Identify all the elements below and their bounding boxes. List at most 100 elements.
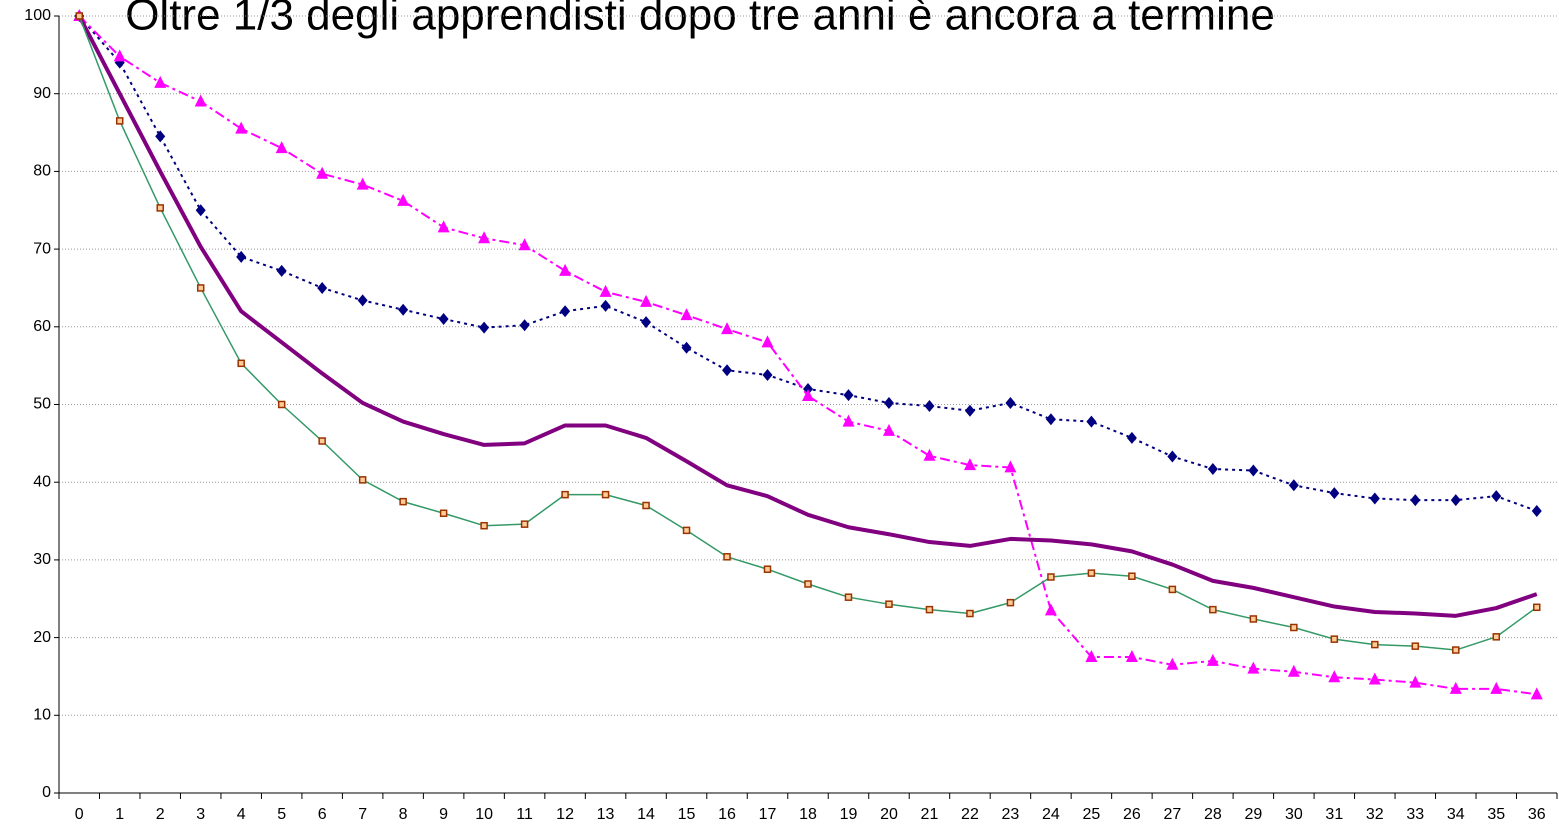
y-tick-label: 100 xyxy=(24,7,51,24)
marker xyxy=(113,49,126,62)
x-tick-label: 36 xyxy=(1528,806,1546,823)
marker xyxy=(235,121,248,134)
x-tick-label: 32 xyxy=(1366,806,1384,823)
marker xyxy=(356,177,369,190)
marker xyxy=(1290,623,1298,632)
marker xyxy=(923,448,936,461)
marker xyxy=(1491,490,1502,503)
x-tick-label: 16 xyxy=(718,806,736,823)
x-tick-label: 6 xyxy=(318,806,327,823)
y-tick-label: 60 xyxy=(33,318,51,335)
marker xyxy=(397,193,410,206)
marker xyxy=(398,303,409,316)
marker xyxy=(1409,675,1422,688)
marker xyxy=(1006,598,1015,607)
marker xyxy=(437,220,450,233)
marker xyxy=(680,308,693,321)
x-tick-label: 15 xyxy=(678,806,696,823)
y-tick-label: 90 xyxy=(33,85,51,102)
marker xyxy=(641,316,652,329)
marker xyxy=(1207,462,1218,475)
x-tick-label: 0 xyxy=(75,806,84,823)
marker xyxy=(600,299,611,312)
marker xyxy=(1247,661,1260,674)
marker xyxy=(1490,681,1503,694)
marker xyxy=(1004,460,1017,473)
x-tick-label: 2 xyxy=(156,806,165,823)
marker xyxy=(75,12,83,20)
marker xyxy=(640,294,653,307)
marker xyxy=(762,368,773,381)
marker xyxy=(1533,603,1541,612)
y-tick-label: 50 xyxy=(33,396,51,413)
marker xyxy=(1287,664,1300,677)
y-tick-label: 10 xyxy=(33,707,51,724)
series-line xyxy=(78,15,1538,651)
marker xyxy=(1044,603,1057,616)
marker xyxy=(276,264,287,277)
marker xyxy=(1005,396,1016,409)
x-tick-label: 12 xyxy=(556,806,574,823)
marker xyxy=(318,437,326,445)
marker xyxy=(1452,646,1460,654)
marker xyxy=(763,565,772,573)
marker xyxy=(802,388,814,401)
marker xyxy=(156,204,164,212)
x-tick-label: 26 xyxy=(1123,806,1141,823)
x-tick-label: 27 xyxy=(1163,806,1181,823)
x-tick-label: 34 xyxy=(1447,806,1465,823)
y-tick-label: 40 xyxy=(33,473,51,490)
marker xyxy=(479,321,490,334)
series-line xyxy=(77,15,1538,618)
marker xyxy=(1450,494,1461,507)
marker xyxy=(275,141,288,154)
marker xyxy=(1530,687,1543,700)
marker xyxy=(519,319,530,332)
y-tick-label: 30 xyxy=(33,551,51,568)
marker xyxy=(1371,640,1379,649)
marker xyxy=(1411,642,1420,650)
marker xyxy=(925,605,934,614)
marker xyxy=(399,497,407,506)
marker xyxy=(883,396,894,409)
marker xyxy=(1047,573,1055,581)
marker xyxy=(924,400,935,413)
x-tick-label: 7 xyxy=(358,806,367,823)
marker xyxy=(1330,635,1339,643)
marker xyxy=(195,204,206,217)
y-tick-label: 70 xyxy=(33,240,51,257)
marker xyxy=(518,238,531,251)
x-tick-label: 21 xyxy=(921,806,939,823)
x-tick-label: 33 xyxy=(1406,806,1424,823)
marker xyxy=(843,389,854,402)
marker xyxy=(1248,464,1259,477)
marker xyxy=(601,490,610,499)
marker xyxy=(115,117,124,125)
x-tick-label: 9 xyxy=(439,806,448,823)
marker xyxy=(236,250,247,263)
marker xyxy=(358,476,367,484)
marker xyxy=(1449,681,1462,694)
marker xyxy=(1128,572,1136,580)
marker xyxy=(1086,415,1097,428)
marker xyxy=(842,414,855,427)
marker xyxy=(682,526,691,535)
x-tick-label: 20 xyxy=(880,806,898,823)
x-tick-label: 13 xyxy=(597,806,615,823)
marker xyxy=(155,130,166,143)
marker xyxy=(966,609,974,618)
x-tick-label: 19 xyxy=(840,806,858,823)
marker xyxy=(1206,653,1219,666)
x-tick-label: 1 xyxy=(115,806,124,823)
marker xyxy=(1368,672,1381,685)
marker xyxy=(438,313,449,326)
x-tick-label: 8 xyxy=(399,806,408,823)
x-tick-label: 24 xyxy=(1042,806,1060,823)
marker xyxy=(1410,494,1421,507)
marker xyxy=(520,520,529,528)
marker xyxy=(196,284,205,292)
marker xyxy=(1167,450,1178,463)
marker xyxy=(237,359,245,368)
marker xyxy=(561,490,569,499)
